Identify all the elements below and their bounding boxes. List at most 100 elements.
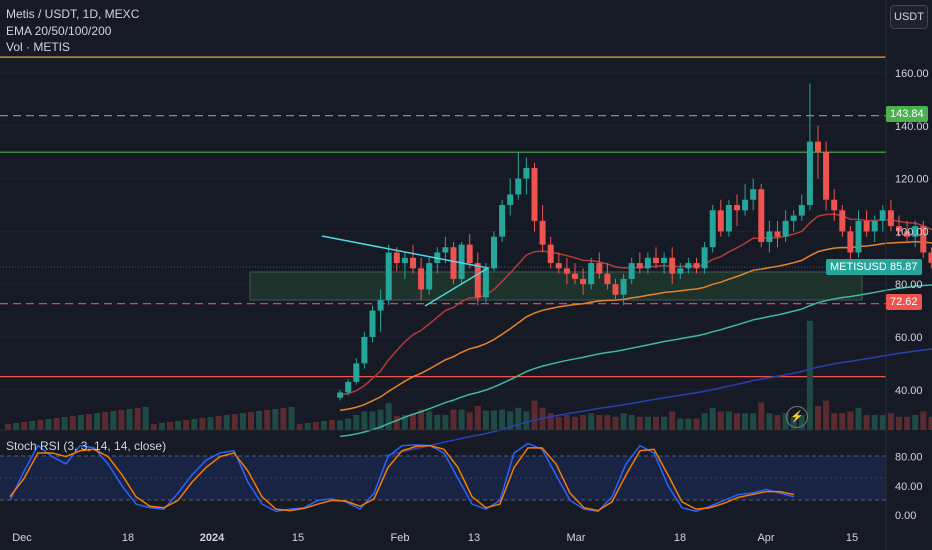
candle-body [539,220,546,245]
volume-bar [742,413,749,430]
x-tick-label: Feb [391,532,410,544]
candle-body [353,363,360,382]
volume-bar [86,414,92,430]
volume-bar [782,413,789,430]
candle-body [653,257,659,264]
volume-bar [474,406,481,430]
candle-body [345,381,352,393]
volume-bar [61,417,68,430]
lightning-icon[interactable]: ⚡ [786,406,808,428]
candle-body [823,152,830,200]
volume-bar [150,424,157,430]
x-tick-label: Apr [757,532,774,544]
candle-body [669,257,676,274]
symbol-tag: METISUSDT [826,259,898,275]
volume-bar [5,424,11,430]
candle-body [644,257,651,269]
volume-bar [555,416,562,430]
volume-bar [588,413,595,430]
candle-body [790,215,797,221]
candles [337,83,932,401]
volume-bar [94,413,101,430]
candle-body [458,244,465,279]
x-tick-label: 18 [674,532,686,544]
volume-bar [110,411,117,430]
volume-bar [304,423,311,430]
volume-bar [401,415,408,430]
volume-bar [628,415,635,430]
ema-legend: EMA 20/50/100/200 [6,24,112,38]
volume-bar [458,409,465,430]
volume-bar [118,410,125,430]
volume-bar [385,403,392,430]
candle-body [766,231,773,242]
volume-bar [693,418,700,430]
candle-body [466,244,473,264]
volume-bar [879,415,886,430]
y-tick-label: 100.00 [895,226,929,238]
candle-body [920,226,927,253]
candle-body [474,263,481,298]
volume-bar [272,409,279,430]
axis-labels: 160.00 140.00 120.00 100.00 80.00 60.00 40.00 8… [12,68,928,544]
candle-body [887,210,894,227]
triangle-pattern [321,235,491,307]
volume-bar [37,420,44,430]
candle-body [450,247,457,279]
volume-bar [766,413,773,430]
chart-title: Metis / USDT, 1D, MEXC [6,7,140,21]
x-tick-label: 15 [846,532,858,544]
candle-body [912,226,919,237]
y-tick-label: 140.00 [895,121,929,133]
volume-bar [312,422,319,430]
rsi-panel [0,429,886,513]
volume-bar [871,415,878,430]
volume-bar [337,420,344,430]
ema-100-line [340,284,932,438]
volume-bar [887,413,894,430]
candle-body [928,252,932,264]
candle-body [863,220,870,232]
volume-bar [482,410,489,430]
candle-body [369,310,376,337]
candle-body [361,337,368,364]
candle-body [563,268,570,274]
volume-bar [831,413,838,430]
volume-bar [815,406,821,430]
volume-bar [636,416,643,430]
candle-body [385,252,392,301]
candle-body [831,199,838,211]
volume-bar [839,413,846,430]
candle-body [491,236,497,269]
volume-bar [855,407,862,430]
candle-body [742,199,749,211]
candle-body [677,268,684,274]
volume-bar [13,423,20,430]
y-tick-label: 160.00 [895,68,929,80]
volume-bar [580,415,587,430]
support-price-tag: 72.62 [886,294,922,310]
volume-bar [207,417,214,430]
x-tick-label: Mar [567,532,586,544]
stoch-k-line [9,442,795,513]
volume-bar [823,400,830,430]
candle-body [758,189,765,242]
volume-bar [280,408,287,430]
volume-bar [515,407,522,430]
volume-bar [758,402,765,430]
x-tick-label: 2024 [200,532,225,544]
volume-bar [928,416,932,430]
candle-body [555,263,562,269]
x-tick-label: Dec [12,532,32,544]
currency-button[interactable]: USDT [890,5,928,29]
volume-bar [709,407,716,430]
candle-body [798,205,805,216]
candle-body [588,263,595,285]
volume-bar [418,409,425,430]
volume-bar [215,416,222,430]
volume-bar [102,412,109,430]
candle-body [337,392,344,398]
volume-bar [191,419,198,430]
volume-bar [377,409,384,430]
